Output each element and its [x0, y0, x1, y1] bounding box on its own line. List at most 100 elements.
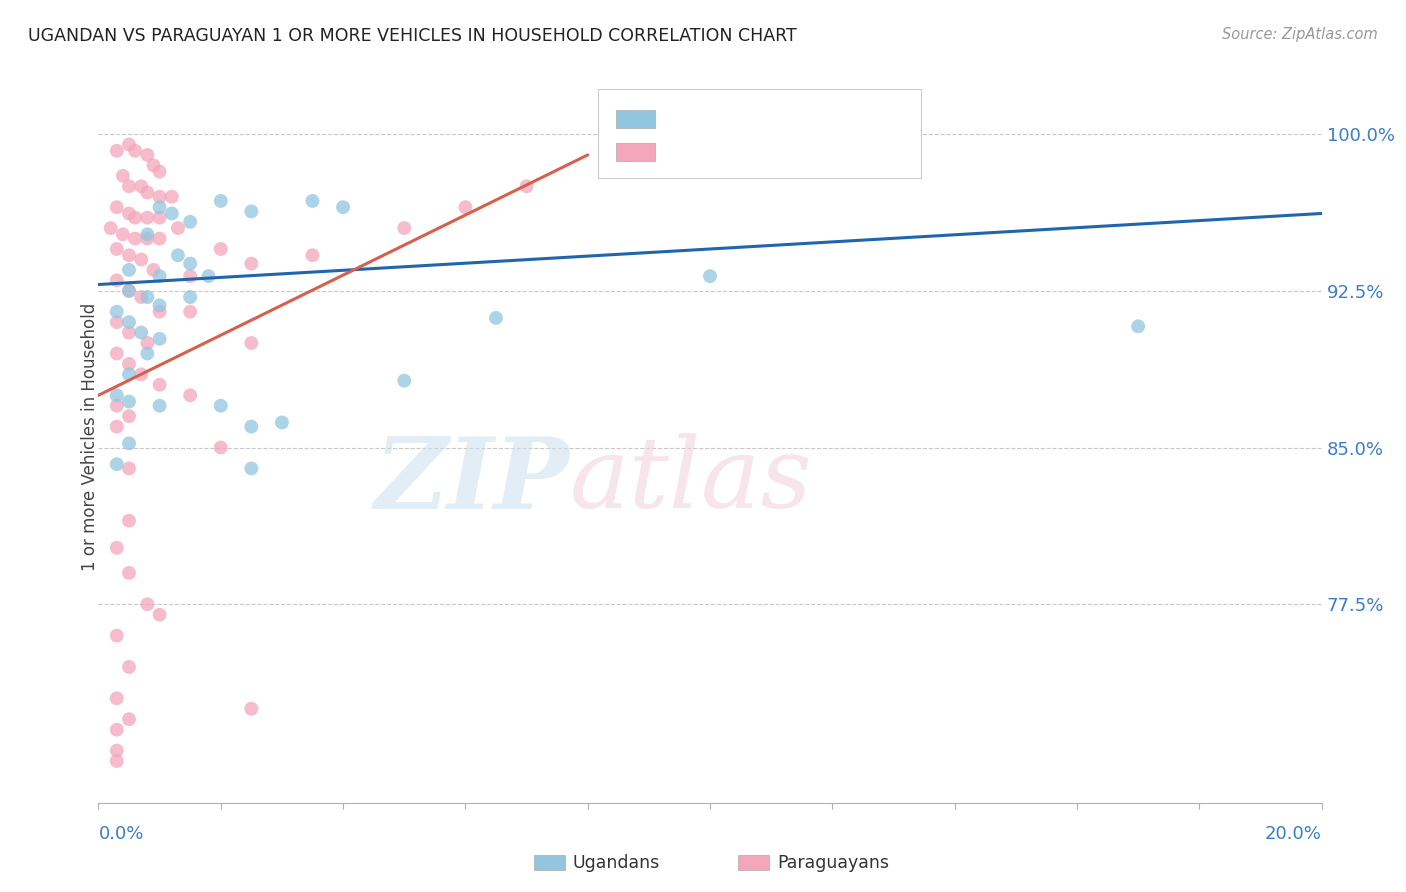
Point	[209, 242, 232, 256]
Point	[118, 137, 141, 152]
Point	[118, 326, 141, 340]
Point	[129, 290, 152, 304]
Point	[118, 409, 141, 424]
Text: R =: R =	[662, 143, 702, 161]
Point	[111, 227, 134, 242]
Point	[105, 743, 128, 757]
Point	[118, 284, 141, 298]
Point	[136, 346, 159, 360]
Point	[105, 144, 128, 158]
Point	[160, 190, 183, 204]
Text: 0.0%: 0.0%	[98, 825, 143, 843]
Point	[209, 194, 232, 208]
Point	[167, 221, 190, 235]
Point	[118, 284, 141, 298]
Point	[149, 399, 172, 413]
Point	[105, 315, 128, 329]
Point	[160, 206, 183, 220]
Point	[136, 290, 159, 304]
Point	[240, 336, 263, 351]
Point	[179, 290, 201, 304]
Point	[105, 388, 128, 402]
Text: 0.153: 0.153	[704, 110, 761, 128]
Point	[111, 169, 134, 183]
Point	[699, 269, 721, 284]
Point	[118, 315, 141, 329]
Text: 66: 66	[814, 143, 839, 161]
Point	[129, 252, 152, 267]
Point	[105, 200, 128, 214]
Point	[136, 336, 159, 351]
Point	[179, 257, 201, 271]
Point	[118, 394, 141, 409]
Point	[105, 419, 128, 434]
Text: Source: ZipAtlas.com: Source: ZipAtlas.com	[1222, 27, 1378, 42]
Point	[124, 144, 146, 158]
Point	[105, 346, 128, 360]
Point	[149, 211, 172, 225]
Text: 0.398: 0.398	[704, 143, 762, 161]
Point	[105, 242, 128, 256]
Point	[142, 263, 165, 277]
Text: N =: N =	[758, 143, 810, 161]
Point	[136, 211, 159, 225]
Point	[270, 416, 294, 430]
Point	[240, 702, 263, 716]
Text: UGANDAN VS PARAGUAYAN 1 OR MORE VEHICLES IN HOUSEHOLD CORRELATION CHART: UGANDAN VS PARAGUAYAN 1 OR MORE VEHICLES…	[28, 27, 797, 45]
Point	[149, 269, 172, 284]
Point	[1128, 319, 1150, 334]
Point	[105, 629, 128, 643]
Point	[301, 248, 323, 262]
Text: ZIP: ZIP	[374, 433, 569, 529]
Text: Paraguayans: Paraguayans	[778, 854, 890, 871]
Point	[136, 186, 159, 200]
Point	[179, 269, 201, 284]
Point	[105, 691, 128, 706]
Point	[136, 231, 159, 245]
Point	[105, 273, 128, 287]
Point	[118, 368, 141, 382]
Point	[240, 204, 263, 219]
Point	[149, 298, 172, 312]
Point	[124, 231, 146, 245]
Point	[118, 660, 141, 674]
Point	[149, 190, 172, 204]
Point	[209, 399, 232, 413]
Text: 36: 36	[814, 110, 839, 128]
Point	[100, 221, 122, 235]
Text: atlas: atlas	[569, 434, 813, 529]
Point	[209, 441, 232, 455]
Point	[136, 597, 159, 611]
Point	[149, 377, 172, 392]
Point	[392, 221, 416, 235]
Point	[118, 712, 141, 726]
Point	[105, 541, 128, 555]
Point	[129, 368, 152, 382]
Point	[301, 194, 323, 208]
Point	[118, 248, 141, 262]
Point	[129, 179, 152, 194]
Point	[142, 158, 165, 172]
Point	[149, 332, 172, 346]
Point	[149, 231, 172, 245]
Point	[516, 179, 538, 194]
Point	[118, 263, 141, 277]
Point	[105, 457, 128, 471]
Point	[118, 179, 141, 194]
Point	[392, 374, 416, 388]
Text: 20.0%: 20.0%	[1265, 825, 1322, 843]
Text: R =: R =	[662, 110, 702, 128]
Y-axis label: 1 or more Vehicles in Household: 1 or more Vehicles in Household	[82, 303, 98, 571]
Point	[240, 257, 263, 271]
Point	[179, 215, 201, 229]
Point	[167, 248, 190, 262]
Text: Ugandans: Ugandans	[572, 854, 659, 871]
Point	[149, 304, 172, 318]
Point	[105, 723, 128, 737]
Point	[118, 566, 141, 580]
Point	[240, 461, 263, 475]
Point	[105, 399, 128, 413]
Point	[149, 200, 172, 214]
Point	[149, 164, 172, 178]
Point	[129, 326, 152, 340]
